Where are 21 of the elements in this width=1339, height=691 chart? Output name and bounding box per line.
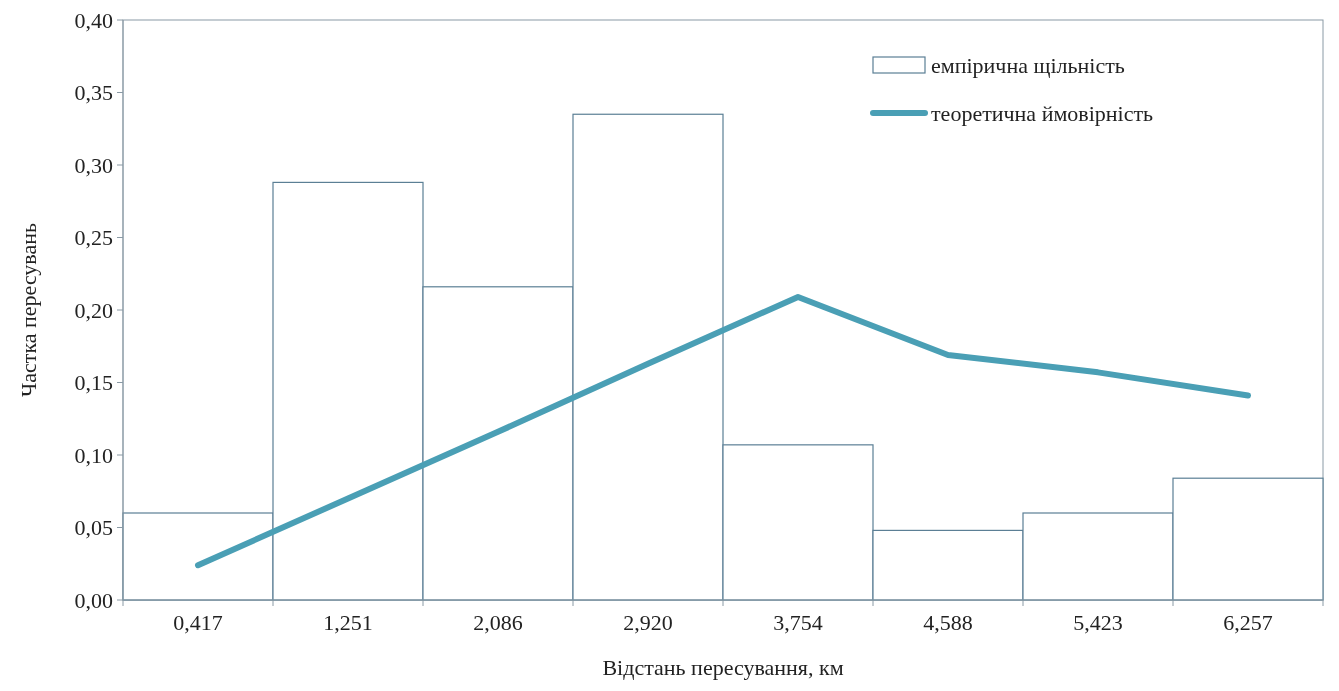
x-tick-label: 1,251 bbox=[323, 610, 373, 635]
y-tick-label: 0,25 bbox=[74, 225, 113, 251]
x-tick-label: 2,920 bbox=[623, 610, 673, 635]
x-tick-label: 0,417 bbox=[173, 610, 223, 635]
x-tick-label: 3,754 bbox=[773, 610, 823, 635]
y-tick-label: 0,20 bbox=[74, 297, 113, 323]
x-tick-label: 5,423 bbox=[1073, 610, 1123, 635]
x-tick-label: 4,588 bbox=[923, 610, 973, 635]
y-tick-label: 0,30 bbox=[74, 152, 113, 178]
y-tick-label: 0,00 bbox=[74, 587, 113, 613]
legend-label: емпірична щільність bbox=[931, 52, 1125, 78]
legend-label: теоретична ймовірність bbox=[931, 100, 1154, 126]
x-tick-label: 2,086 bbox=[473, 610, 523, 635]
y-tick-label: 0,40 bbox=[74, 7, 113, 33]
y-tick-label: 0,10 bbox=[74, 442, 113, 468]
y-tick-label: 0,05 bbox=[74, 515, 113, 541]
x-tick-label: 6,257 bbox=[1223, 610, 1273, 635]
y-axis-title: Частка пересувань bbox=[16, 222, 41, 398]
y-tick-label: 0,35 bbox=[74, 80, 113, 106]
x-axis-title: Відстань пересування, км bbox=[602, 655, 844, 680]
y-tick-label: 0,15 bbox=[74, 370, 113, 396]
